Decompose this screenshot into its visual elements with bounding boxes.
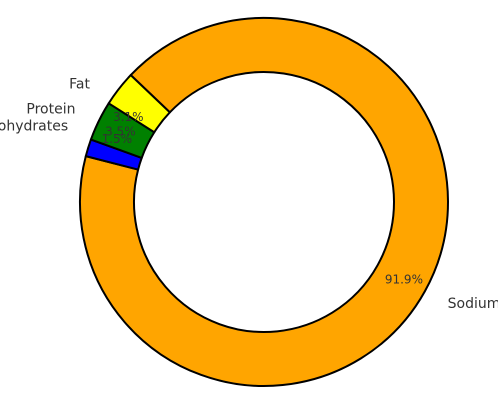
category-label-carbohydrates: Carbohydrates <box>0 118 68 134</box>
slice-sodium <box>79 17 449 387</box>
pct-label-fat: 3.1% <box>113 110 144 124</box>
pct-label-sodium: 91.9% <box>385 273 423 287</box>
category-label-sodium: Sodium <box>448 296 498 312</box>
pct-label-protein: 3.5% <box>105 125 136 139</box>
slice-fat <box>107 74 171 134</box>
category-label-fat: Fat <box>69 77 90 93</box>
category-label-protein: Protein <box>26 101 75 117</box>
pct-label-carbohydrates: 1.5% <box>102 132 133 146</box>
